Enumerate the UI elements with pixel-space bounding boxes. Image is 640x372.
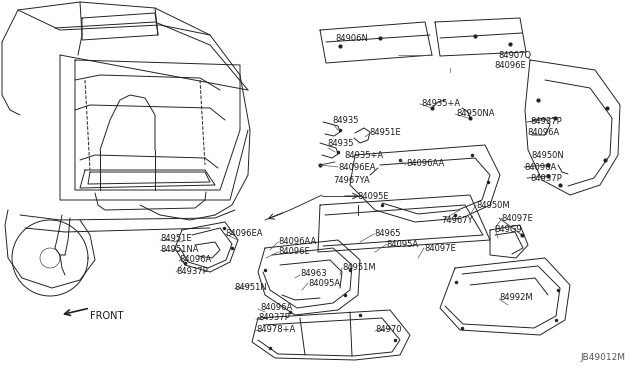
Text: 84096A: 84096A xyxy=(260,304,292,312)
Text: 84950M: 84950M xyxy=(476,201,509,209)
Text: 74967YA: 74967YA xyxy=(333,176,370,185)
Text: 84937P: 84937P xyxy=(258,314,290,323)
Text: 84935: 84935 xyxy=(332,115,358,125)
Text: 84096AA: 84096AA xyxy=(406,158,444,167)
Text: 84951E: 84951E xyxy=(160,234,191,243)
Text: 84937P: 84937P xyxy=(530,116,562,125)
Text: 84096AA: 84096AA xyxy=(278,237,316,246)
Text: 84970: 84970 xyxy=(375,326,401,334)
Text: 84095E: 84095E xyxy=(357,192,388,201)
Text: 84095A: 84095A xyxy=(308,279,340,288)
Text: 84095A: 84095A xyxy=(386,240,418,248)
Text: 84096E: 84096E xyxy=(494,61,525,70)
Text: FRONT: FRONT xyxy=(90,311,124,321)
Text: 84097E: 84097E xyxy=(501,214,532,222)
Text: 74967Y: 74967Y xyxy=(441,215,472,224)
Text: 84096E: 84096E xyxy=(278,247,310,256)
Text: 84963: 84963 xyxy=(300,269,326,279)
Text: 84950NA: 84950NA xyxy=(456,109,495,118)
Text: 84935: 84935 xyxy=(327,138,353,148)
Text: 84950N: 84950N xyxy=(531,151,564,160)
Text: 84951N: 84951N xyxy=(234,283,267,292)
Text: JB49012M: JB49012M xyxy=(580,353,625,362)
Text: 84096A: 84096A xyxy=(527,128,559,137)
Text: 84906N: 84906N xyxy=(335,33,368,42)
Text: 84992M: 84992M xyxy=(499,294,532,302)
Text: 84951M: 84951M xyxy=(342,263,376,272)
Text: 84935+A: 84935+A xyxy=(344,151,383,160)
Text: 84907Q: 84907Q xyxy=(498,51,531,60)
Text: 84096EA: 84096EA xyxy=(225,228,262,237)
Text: 84096A: 84096A xyxy=(179,256,211,264)
Text: 84978+A: 84978+A xyxy=(256,326,295,334)
Text: 84951NA: 84951NA xyxy=(160,244,198,253)
Text: 84097E: 84097E xyxy=(424,244,456,253)
Text: 84096EA: 84096EA xyxy=(338,163,376,171)
Text: 84965: 84965 xyxy=(374,228,401,237)
Text: 84935+A: 84935+A xyxy=(421,99,460,108)
Text: 84096A: 84096A xyxy=(524,163,556,171)
Text: 84937P: 84937P xyxy=(176,266,208,276)
Text: 849G9: 849G9 xyxy=(494,224,522,234)
Text: 84937P: 84937P xyxy=(530,173,562,183)
Text: 84951E: 84951E xyxy=(369,128,401,137)
